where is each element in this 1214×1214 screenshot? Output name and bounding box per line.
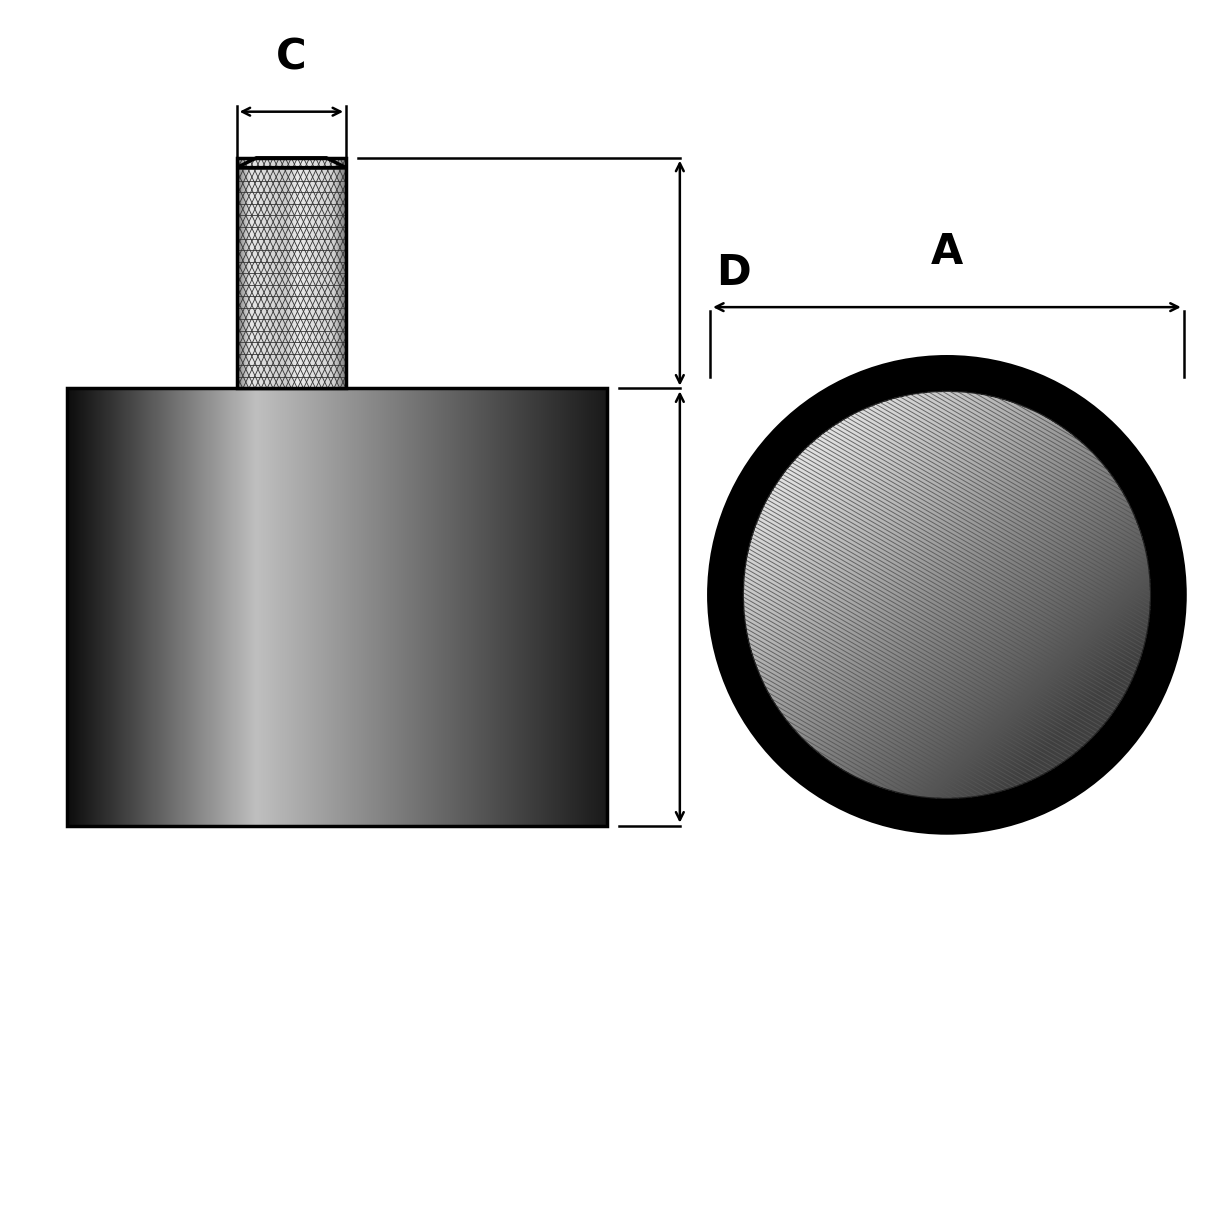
Bar [67, 388, 607, 826]
Text: A: A [931, 231, 963, 273]
Bar [237, 158, 346, 388]
Text: B: B [716, 586, 748, 628]
Text: D: D [716, 253, 751, 294]
Text: C: C [276, 36, 307, 79]
